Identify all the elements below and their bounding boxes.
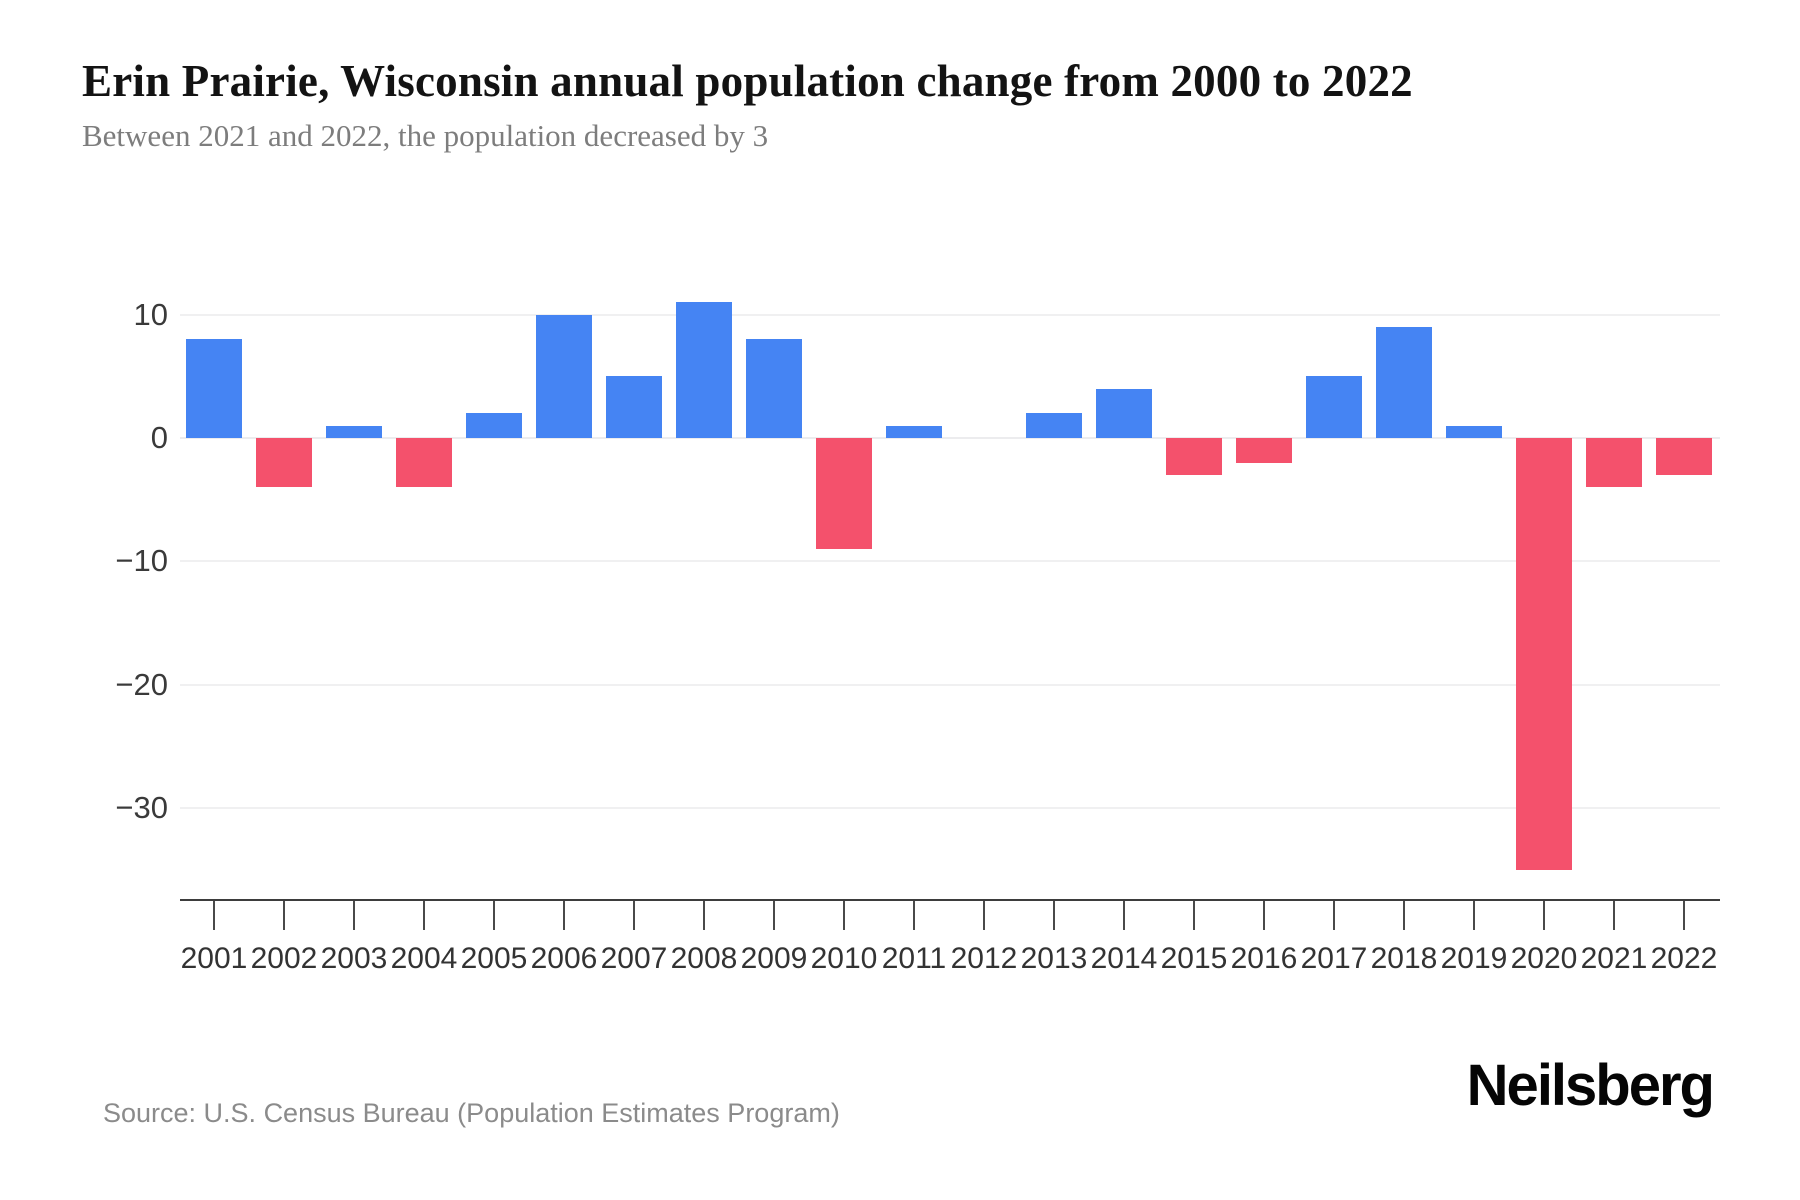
- x-axis-label-2020: 2020: [1510, 942, 1578, 975]
- x-tick-2002: [283, 901, 285, 930]
- gridline--30: [180, 807, 1720, 809]
- bar-2003: [326, 426, 382, 438]
- x-tick-2004: [423, 901, 425, 930]
- x-axis-label-2012: 2012: [950, 942, 1018, 975]
- bar-2015: [1166, 438, 1222, 475]
- x-tick-2019: [1473, 901, 1475, 930]
- x-axis-label-2006: 2006: [530, 942, 598, 975]
- x-tick-2012: [983, 901, 985, 930]
- bar-2019: [1446, 426, 1502, 438]
- bar-2010: [816, 438, 872, 549]
- gridline--10: [180, 560, 1720, 562]
- x-tick-2003: [353, 901, 355, 930]
- x-axis-label-2005: 2005: [460, 942, 528, 975]
- x-tick-2020: [1543, 901, 1545, 930]
- x-axis-label-2013: 2013: [1020, 942, 1088, 975]
- x-axis-label-2015: 2015: [1160, 942, 1228, 975]
- x-axis-label-2002: 2002: [250, 942, 318, 975]
- x-tick-2016: [1263, 901, 1265, 930]
- bar-2020: [1516, 438, 1572, 870]
- bar-2022: [1656, 438, 1712, 475]
- x-axis-label-2010: 2010: [810, 942, 878, 975]
- bar-2016: [1236, 438, 1292, 463]
- x-axis-label-2001: 2001: [180, 942, 248, 975]
- bar-2006: [536, 315, 592, 438]
- bar-2009: [746, 339, 802, 438]
- x-axis-label-2008: 2008: [670, 942, 738, 975]
- x-tick-2007: [633, 901, 635, 930]
- gridline-0: [180, 437, 1720, 439]
- bar-2014: [1096, 389, 1152, 438]
- x-axis-label-2014: 2014: [1090, 942, 1158, 975]
- x-tick-2015: [1193, 901, 1195, 930]
- x-tick-2013: [1053, 901, 1055, 930]
- source-note: Source: U.S. Census Bureau (Population E…: [103, 1098, 840, 1128]
- x-tick-2022: [1683, 901, 1685, 930]
- x-axis-line: [180, 899, 1720, 901]
- x-axis-label-2004: 2004: [390, 942, 458, 975]
- bar-2017: [1306, 376, 1362, 438]
- bar-2001: [186, 339, 242, 438]
- x-tick-2014: [1123, 901, 1125, 930]
- bar-2004: [396, 438, 452, 487]
- x-tick-2005: [493, 901, 495, 930]
- x-axis-label-2019: 2019: [1440, 942, 1508, 975]
- x-tick-2017: [1333, 901, 1335, 930]
- bar-2007: [606, 376, 662, 438]
- x-axis-label-2022: 2022: [1650, 942, 1718, 975]
- x-axis-label-2021: 2021: [1580, 942, 1648, 975]
- page-subtitle: Between 2021 and 2022, the population de…: [82, 118, 769, 153]
- page-title: Erin Prairie, Wisconsin annual populatio…: [82, 56, 1413, 106]
- y-axis-label--10: −10: [115, 543, 168, 578]
- x-axis-label-2007: 2007: [600, 942, 668, 975]
- x-tick-2006: [563, 901, 565, 930]
- y-axis-label-0: 0: [150, 420, 168, 455]
- x-tick-2011: [913, 901, 915, 930]
- bar-2018: [1376, 327, 1432, 438]
- bar-2008: [676, 302, 732, 438]
- x-tick-2018: [1403, 901, 1405, 930]
- x-axis-label-2011: 2011: [881, 942, 947, 975]
- gridline-10: [180, 314, 1720, 316]
- bar-2021: [1586, 438, 1642, 487]
- y-axis-label-10: 10: [133, 297, 168, 332]
- bar-2005: [466, 413, 522, 438]
- x-axis-label-2003: 2003: [320, 942, 388, 975]
- x-axis-label-2009: 2009: [740, 942, 808, 975]
- x-axis-label-2017: 2017: [1300, 942, 1368, 975]
- x-tick-2001: [213, 901, 215, 930]
- bar-2013: [1026, 413, 1082, 438]
- x-tick-2008: [703, 901, 705, 930]
- x-tick-2010: [843, 901, 845, 930]
- y-axis-label--20: −20: [115, 667, 168, 702]
- x-tick-2009: [773, 901, 775, 930]
- y-axis-label--30: −30: [115, 790, 168, 825]
- bar-2011: [886, 426, 942, 438]
- brand-logo: Neilsberg: [1466, 1053, 1715, 1118]
- bar-2002: [256, 438, 312, 487]
- x-tick-2021: [1613, 901, 1615, 930]
- gridline--20: [180, 684, 1720, 686]
- x-axis-label-2018: 2018: [1370, 942, 1438, 975]
- x-axis-label-2016: 2016: [1230, 942, 1298, 975]
